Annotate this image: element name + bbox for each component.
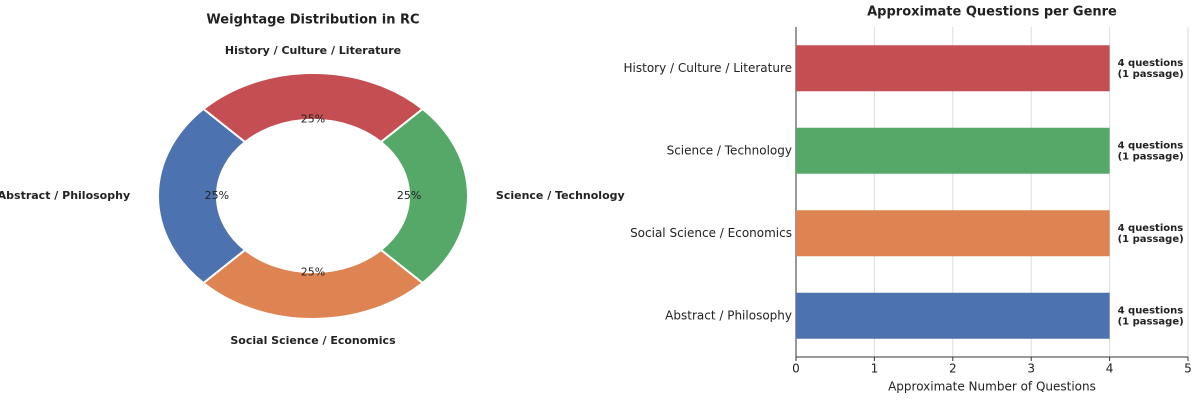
- slice-label: 25%: [205, 189, 229, 202]
- x-tick-label: 2: [949, 362, 957, 376]
- donut-slice: [201, 248, 425, 320]
- bar: [796, 127, 1110, 174]
- donut-slice: [379, 107, 469, 285]
- x-tick-label: 1: [871, 362, 879, 376]
- value-label: 4 questions (1 passage): [1118, 58, 1184, 80]
- x-tick-label: 3: [1027, 362, 1035, 376]
- category-label: History / Culture / Literature: [225, 44, 401, 57]
- slice-label: 25%: [397, 189, 421, 202]
- category-label: Science / Technology: [496, 189, 625, 202]
- chart-title: Approximate Questions per Genre: [867, 5, 1117, 20]
- category-label: Social Science / Economics: [230, 334, 396, 347]
- donut-slice: [157, 107, 247, 285]
- x-axis-label: Approximate Number of Questions: [888, 380, 1096, 394]
- value-label: 4 questions (1 passage): [1118, 305, 1184, 327]
- y-tick-label: Social Science / Economics: [630, 226, 792, 240]
- y-tick-label: Science / Technology: [667, 143, 792, 157]
- slice-label: 25%: [301, 265, 325, 278]
- bar: [796, 210, 1110, 257]
- x-tick-label: 0: [792, 362, 800, 376]
- bar: [796, 292, 1110, 339]
- chart-title: Weightage Distribution in RC: [206, 13, 419, 28]
- value-label: 4 questions (1 passage): [1118, 223, 1184, 245]
- value-label: 4 questions (1 passage): [1118, 140, 1184, 162]
- category-label: Abstract / Philosophy: [0, 189, 130, 202]
- x-tick-label: 4: [1106, 362, 1114, 376]
- x-tick-label: 5: [1184, 362, 1192, 376]
- y-tick-label: Abstract / Philosophy: [665, 308, 792, 322]
- slice-label: 25%: [301, 113, 325, 126]
- bar: [796, 45, 1110, 92]
- y-tick-label: History / Culture / Literature: [624, 61, 792, 75]
- donut-slice: [201, 72, 425, 144]
